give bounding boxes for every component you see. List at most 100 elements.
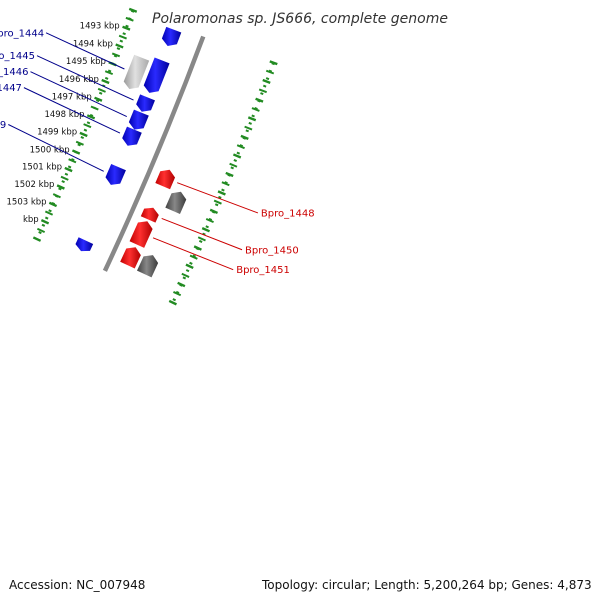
minor-tick — [236, 144, 245, 150]
gene-bpro-1444-leader-line — [45, 32, 125, 70]
topology-text: Topology: circular; Length: 5,200,264 bp… — [260, 578, 594, 592]
gene-bpro-1445-leader-line — [36, 55, 134, 101]
tick-label: 1498 kbp — [44, 110, 84, 120]
major-tick — [48, 201, 58, 208]
major-tick — [168, 299, 177, 306]
major-tick — [177, 281, 186, 288]
major-tick — [225, 171, 234, 178]
major-tick — [269, 60, 278, 66]
gene-bpro-1448-cds[interactable] — [155, 169, 176, 190]
major-tick — [255, 97, 264, 103]
major-tick — [185, 263, 194, 270]
major-tick — [232, 153, 242, 159]
minor-tick — [104, 70, 114, 76]
tick-label: 1502 kbp — [14, 180, 54, 190]
major-tick — [247, 116, 257, 122]
major-tick — [209, 208, 219, 215]
gene-bpro-1451-label[interactable]: Bpro_1451 — [236, 265, 290, 276]
gene-bpro-1447-leader-line — [23, 87, 121, 134]
minor-tick — [68, 158, 77, 164]
gene-bpro-1449-cds[interactable] — [105, 163, 126, 185]
major-tick — [217, 190, 226, 196]
tick-label: 1495 kbp — [66, 57, 106, 67]
major-tick — [40, 219, 50, 225]
tick-label: 1501 kbp — [22, 163, 62, 173]
tick-label: 1496 kbp — [59, 75, 99, 85]
gene-bpro-1450-leader-line — [161, 217, 243, 251]
gene-bpro-1449-leader-line — [8, 124, 104, 172]
minor-tick — [181, 272, 190, 278]
minor-tick — [244, 125, 253, 131]
gene-feature-cds[interactable] — [75, 237, 94, 252]
gene-bpro-1451-cds[interactable] — [129, 221, 153, 248]
minor-tick — [52, 193, 61, 199]
major-tick — [101, 78, 110, 85]
gene-bpro-1444-label[interactable]: Bpro_1444 — [0, 28, 44, 39]
gene-bpro-1448-label[interactable]: Bpro_1448 — [261, 208, 315, 219]
minor-tick — [265, 69, 275, 75]
gene-bpro-1446-leader-line — [30, 71, 128, 118]
major-tick — [193, 245, 202, 251]
gene-feature-cds[interactable] — [161, 26, 182, 46]
gene-bpro-1448-leader-line — [177, 182, 259, 214]
minor-tick — [251, 107, 260, 112]
minor-tick — [258, 88, 268, 94]
major-tick — [94, 96, 103, 102]
gene-feature-cds[interactable] — [143, 57, 170, 93]
label-layer: Bpro_1444 Bpro_1445 Bpro_1446 Bpro_1447 Bpro… — [0, 28, 315, 276]
feature-layer — [75, 26, 187, 278]
minor-tick — [213, 199, 222, 205]
major-tick — [240, 134, 249, 141]
gene-bpro-1447-label[interactable]: Bpro_1447 — [0, 83, 22, 94]
major-tick — [201, 227, 211, 233]
major-tick — [79, 131, 88, 138]
major-tick — [122, 25, 131, 31]
major-tick — [115, 43, 124, 49]
gene-feature-other[interactable] — [165, 191, 187, 215]
major-tick — [262, 78, 271, 85]
minor-tick — [229, 162, 238, 168]
major-tick — [56, 184, 65, 190]
major-tick — [86, 114, 96, 120]
accession-text: Accession: NC_007948 — [7, 578, 148, 592]
gene-bpro-1450-label[interactable]: Bpro_1450 — [245, 245, 299, 256]
minor-tick — [189, 254, 198, 260]
backbone-layer — [102, 35, 206, 272]
tick-label: 1493 kbp — [80, 22, 120, 32]
minor-tick — [221, 181, 230, 187]
gene-bpro-1446-label[interactable]: Bpro_1446 — [0, 67, 28, 78]
minor-tick — [75, 140, 84, 146]
minor-tick — [173, 291, 182, 297]
tick-label: kbp — [23, 215, 39, 225]
tick-label: 1494 kbp — [73, 39, 113, 49]
major-tick — [128, 7, 138, 13]
tick-label: 1499 kbp — [37, 128, 77, 138]
tick-label: 1500 kbp — [30, 145, 70, 155]
major-tick — [64, 166, 73, 173]
minor-tick — [36, 227, 46, 234]
minor-tick — [205, 218, 214, 224]
minor-tick — [90, 105, 99, 111]
minor-tick — [111, 52, 121, 58]
minor-tick — [197, 236, 206, 242]
gene-bpro-1446-cds[interactable] — [128, 109, 149, 130]
gene-feature-cds[interactable] — [120, 247, 141, 269]
minor-tick — [97, 87, 106, 93]
genome-backbone — [102, 35, 206, 272]
major-tick — [71, 149, 81, 155]
gene-bpro-1449-label[interactable]: Bpro_1449 — [0, 120, 6, 131]
gene-bpro-1445-label[interactable]: Bpro_1445 — [0, 51, 35, 62]
minor-tick — [44, 210, 54, 216]
map-title: Polaromonas sp. JS666, complete genome — [152, 11, 448, 27]
minor-tick — [118, 34, 127, 40]
gene-bpro-1450-cds[interactable] — [140, 207, 159, 223]
minor-tick — [83, 123, 92, 129]
gene-bpro-1451-leader-line — [152, 237, 234, 271]
gene-bpro-1447-cds[interactable] — [122, 126, 142, 146]
gene-bpro-1444-other[interactable] — [123, 54, 150, 90]
gene-bpro-1445-cds[interactable] — [136, 94, 155, 112]
minor-tick — [60, 175, 69, 181]
minor-tick — [125, 16, 134, 22]
gene-feature-other[interactable] — [137, 255, 159, 278]
